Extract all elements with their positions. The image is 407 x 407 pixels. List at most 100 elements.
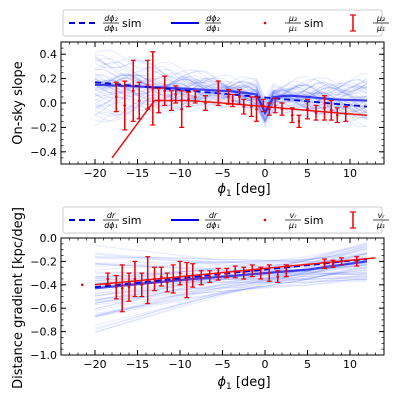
data-point [169,90,174,111]
data-point [266,264,272,282]
legend-frac-denominator: dϕ₁ [206,221,220,230]
data-marker [231,99,234,102]
data-marker [242,271,246,275]
data-marker [250,105,253,108]
data-point [275,270,281,284]
data-marker [137,99,141,102]
simulation-band [94,242,368,333]
data-marker [157,99,161,102]
data-point [203,95,208,111]
data-marker [280,107,284,111]
x-tick-label: −15 [126,167,149,180]
sim-curve [94,73,368,111]
x-tick-label: 10 [343,167,357,180]
data-marker [335,113,339,117]
data-marker [171,277,175,281]
data-point [322,95,327,121]
x-tick-label: −20 [83,358,106,371]
sim-curve [94,257,368,266]
data-point [322,258,327,270]
x-tick-label: 0 [262,358,269,371]
data-point [198,270,204,286]
data-marker [297,120,301,123]
data-point [343,106,349,122]
data-point [283,264,289,278]
data-marker [340,260,343,263]
legend-frac-numerator: μ₂ [376,14,386,23]
sim-curve [95,278,368,282]
data-point [105,272,111,286]
sim-curve [94,81,368,117]
sim-curve [94,256,368,263]
sim-curve [94,81,368,116]
sim-curve [94,61,368,124]
data-point [80,283,84,287]
sim-curve [94,77,368,112]
data-point [179,90,185,129]
y-tick-label: 0.0 [40,232,58,245]
data-point [258,266,264,280]
data-point [232,265,238,279]
sim-curve [94,83,368,105]
axes-top: −20 −15 −10 −5 0 5 10 −0.4 −0.2 0.0 0.2 0.4 [30,41,385,180]
data-point [354,256,360,267]
data-point [139,272,145,298]
data-point [237,88,242,105]
data-marker [276,275,280,278]
sim-curve [94,252,368,274]
data-marker [238,95,241,99]
sim-curve [94,260,368,311]
data-points [113,51,349,131]
sim-curve [94,77,368,107]
data-marker [233,270,237,274]
sim-curve [94,49,368,115]
x-tick-label: −10 [168,167,191,180]
data-point [272,97,278,114]
legend-frac-numerator: dϕ₂ [206,14,220,23]
data-point [192,90,198,104]
data-marker [151,87,155,90]
data-marker [355,260,359,263]
sim-curve [94,258,368,326]
legend-suffix: sim [122,214,142,227]
x-tick-label: −10 [168,358,191,371]
sim-curve [94,245,368,302]
data-point [119,264,125,313]
data-marker [216,91,220,95]
data-point [177,260,183,286]
data-point [224,267,230,279]
data-marker [163,89,166,93]
data-point [184,261,190,299]
data-marker [191,274,195,277]
sim-curve [94,79,368,123]
data-point [241,98,247,115]
data-point [126,272,132,302]
sim-curve [94,244,368,285]
sim-curve [94,267,368,316]
legend-frac-denominator: μ₁ [288,221,297,230]
sim-curve [94,88,368,123]
sim-curve [94,251,368,271]
sim-curve [94,245,368,317]
data-marker [255,107,258,111]
sim-curve [94,77,368,98]
x-tick-label: 5 [304,167,311,180]
sim-curve [94,79,368,122]
data-point [230,93,236,108]
sim-curve [94,276,368,280]
y-tick-label: −0.4 [30,146,57,159]
data-marker [133,277,137,281]
data-point [152,266,157,292]
sim-curve [94,54,368,120]
data-point [279,102,285,116]
data-marker [290,113,294,117]
data-point [249,264,255,278]
sim-curve [94,280,367,294]
sim-curve [94,79,368,114]
data-marker [208,275,212,278]
